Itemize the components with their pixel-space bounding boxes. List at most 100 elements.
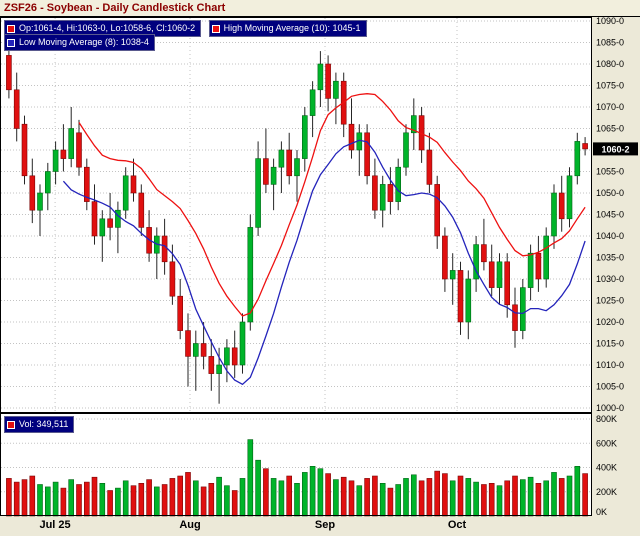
- volume-bar: [44, 486, 51, 517]
- volume-bar: [410, 474, 417, 517]
- candle-up: [278, 149, 285, 168]
- candle-up: [216, 364, 222, 374]
- volume-bar: [333, 479, 339, 517]
- price-tick-label: 1035-0: [596, 253, 624, 263]
- volume-bar: [465, 478, 472, 517]
- candle-down: [558, 192, 565, 220]
- price-tick-label: 1005-0: [596, 382, 624, 392]
- volume-bar: [68, 479, 74, 517]
- price-tick-label: 1050-0: [596, 188, 624, 198]
- volume-bar: [434, 470, 441, 517]
- candle-down: [512, 304, 518, 331]
- price-tick-label: 1010-0: [596, 360, 624, 370]
- price-tick-label: 1030-0: [596, 274, 624, 284]
- volume-bar: [193, 480, 199, 517]
- price-tick-label: 1000-0: [596, 403, 624, 413]
- volume-bar: [130, 485, 137, 517]
- volume-bar: [177, 475, 183, 517]
- candle-down: [372, 175, 378, 211]
- volume-bar: [348, 480, 355, 517]
- candle-down: [364, 132, 370, 177]
- candle-up: [379, 184, 386, 211]
- price-tick-label: 1040-0: [596, 231, 624, 241]
- volume-bar: [294, 483, 300, 517]
- candle-down: [76, 132, 82, 168]
- candle-down: [60, 149, 67, 159]
- time-axis: Jul 25 Aug Sep Oct: [0, 517, 640, 536]
- low-ma-swatch-icon: [7, 38, 15, 47]
- candle-up: [68, 128, 74, 159]
- low-ma-legend-label: Low Moving Average (8): 1038-4: [19, 37, 149, 47]
- candle-up: [44, 171, 51, 194]
- volume-bar: [6, 478, 12, 517]
- candle-up: [301, 115, 308, 159]
- volume-tick-label: 200K: [596, 487, 617, 497]
- candle-down: [457, 270, 464, 323]
- volume-bar: [457, 475, 464, 517]
- price-chart: 1090-0 1085-0 1080-0 1075-0 1070-0 1065-0 1055…: [0, 17, 638, 413]
- volume-bar: [473, 481, 479, 517]
- candle-down: [488, 261, 495, 288]
- volume-tick-label: 600K: [596, 438, 617, 448]
- price-legend: Op:1061-4, Hi:1063-0, Lo:1058-6, Cl:1060…: [4, 20, 370, 51]
- low-ma-legend: Low Moving Average (8): 1038-4: [4, 34, 155, 51]
- candle-up: [551, 192, 557, 237]
- candle-down: [231, 347, 238, 366]
- candle-up: [395, 166, 402, 202]
- volume-bar: [449, 480, 456, 517]
- volume-legend-row: Vol: 349,511: [4, 416, 77, 433]
- candle-up: [519, 287, 526, 331]
- candle-up: [403, 132, 409, 168]
- volume-bar: [91, 476, 98, 517]
- volume-bar: [504, 480, 511, 517]
- candle-down: [138, 192, 145, 228]
- chart-title: ZSF26 - Soybean - Daily Candlestick Char…: [4, 2, 226, 14]
- candle-up: [449, 270, 456, 280]
- volume-bar: [340, 476, 347, 517]
- price-panel: 1090-0 1085-0 1080-0 1075-0 1070-0 1065-0 1055…: [0, 17, 640, 413]
- price-tick-label: 1025-0: [596, 296, 624, 306]
- candle-up: [309, 89, 316, 116]
- candle-down: [481, 244, 487, 263]
- candle-down: [169, 261, 176, 297]
- high-ma-swatch-icon: [211, 24, 220, 33]
- volume-bar: [263, 468, 269, 517]
- candle-up: [115, 209, 121, 228]
- price-tick-label: 1020-0: [596, 317, 624, 327]
- volume-bar: [52, 481, 59, 517]
- volume-bar: [21, 479, 28, 517]
- candle-down: [434, 184, 441, 237]
- candle-down: [442, 235, 448, 280]
- candle-up: [52, 149, 59, 172]
- time-axis-label: Sep: [314, 519, 336, 531]
- candle-up: [239, 321, 246, 366]
- candle-down: [426, 149, 433, 185]
- volume-bar: [442, 473, 448, 517]
- candle-up: [566, 175, 573, 220]
- volume-bar: [551, 472, 557, 517]
- volume-bar: [154, 486, 160, 517]
- volume-bar: [519, 479, 526, 517]
- volume-bar: [208, 483, 215, 517]
- price-tick-label: 1055-0: [596, 167, 624, 177]
- volume-bar: [255, 459, 261, 517]
- volume-bar: [403, 478, 409, 517]
- price-tick-label: 1045-0: [596, 210, 624, 220]
- high-ma-legend-label: High Moving Average (10): 1045-1: [223, 23, 361, 33]
- volume-bar: [200, 486, 207, 517]
- volume-bar: [115, 487, 121, 517]
- candle-down: [91, 201, 98, 237]
- volume-bar: [270, 478, 277, 517]
- volume-bar: [84, 481, 90, 517]
- candle-up: [294, 158, 300, 177]
- ohlc-legend-label: Op:1061-4, Hi:1063-0, Lo:1058-6, Cl:1060…: [19, 23, 196, 33]
- candle-down: [387, 184, 394, 202]
- candle-down: [177, 295, 183, 331]
- current-price-box: [593, 142, 638, 156]
- volume-tick-label: 0K: [596, 507, 607, 517]
- candle-up: [317, 63, 324, 91]
- candle-up: [333, 80, 339, 99]
- volume-bar: [309, 465, 316, 517]
- volume-bar: [317, 468, 324, 517]
- volume-bar: [99, 483, 106, 517]
